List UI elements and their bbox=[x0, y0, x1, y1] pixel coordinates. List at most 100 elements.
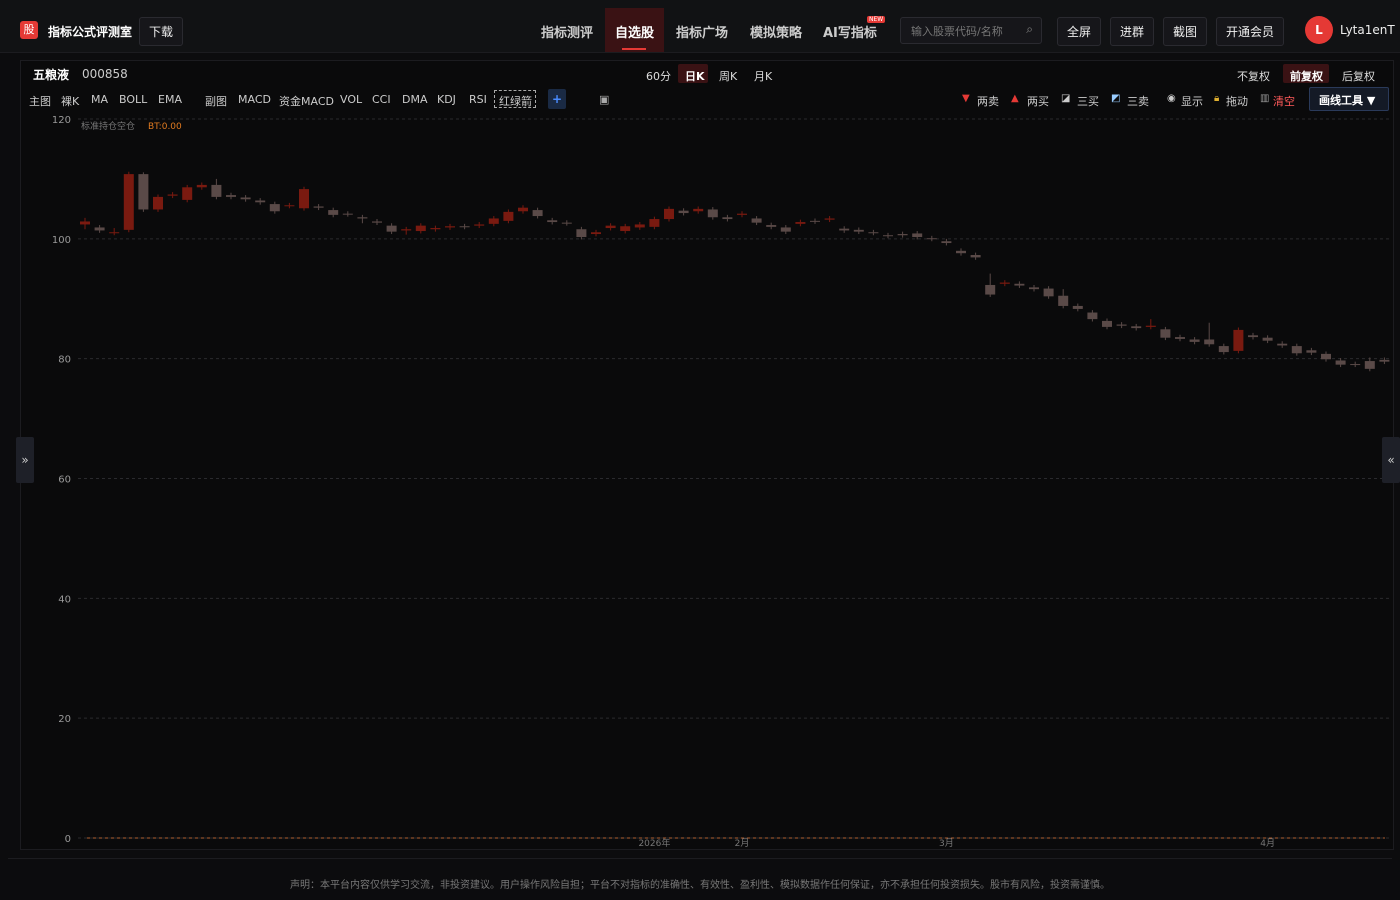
x-tick-label: 4月 bbox=[1260, 838, 1275, 848]
toolbar-item[interactable]: 清空 bbox=[1273, 95, 1295, 108]
toolbar-item[interactable]: VOL bbox=[340, 93, 363, 106]
adjust-active bbox=[1283, 64, 1329, 83]
candle-body bbox=[109, 232, 120, 234]
candle-body bbox=[1248, 335, 1258, 338]
candle-body bbox=[853, 229, 864, 232]
stock-name: 五粮液 bbox=[33, 68, 70, 82]
candle-body bbox=[1218, 346, 1229, 353]
candle-body bbox=[693, 208, 704, 212]
candle-body bbox=[182, 187, 193, 200]
legend: 标准持仓空仓 bbox=[81, 120, 135, 132]
toolbar-item[interactable]: 拖动 bbox=[1226, 95, 1248, 108]
candle-body bbox=[620, 226, 631, 232]
chart: 标准持仓空仓 BT:0.00 0 20 40 60 80 100 120 2026年 2月 3月 4… bbox=[52, 115, 1390, 848]
candle-body bbox=[240, 197, 251, 200]
toolbar-item[interactable]: RSI bbox=[469, 93, 487, 106]
left-toggle[interactable]: » bbox=[16, 437, 34, 483]
nav-item[interactable]: 指标广场 bbox=[676, 26, 729, 41]
toolbar-item[interactable]: MA bbox=[91, 93, 109, 106]
button[interactable]: 进群 bbox=[1110, 17, 1155, 46]
nav-active bbox=[605, 8, 664, 52]
x-tick-label: 2026年 bbox=[638, 837, 670, 848]
candle-body bbox=[94, 227, 105, 231]
candle-body bbox=[1379, 359, 1390, 362]
adjust[interactable]: 后复权 bbox=[1342, 70, 1375, 83]
candle-body bbox=[999, 282, 1010, 284]
candle-body bbox=[474, 224, 485, 226]
toolbar-item[interactable]: KDJ bbox=[437, 93, 456, 106]
adjust[interactable]: 不复权 bbox=[1237, 70, 1270, 83]
nav-item[interactable]: 指标测评 bbox=[541, 26, 594, 41]
x-tick-label: 3月 bbox=[939, 838, 954, 848]
toolbar-item[interactable]: 显示 bbox=[1181, 95, 1203, 108]
tool-icon: ▲ bbox=[1011, 93, 1019, 104]
candle-body bbox=[634, 224, 645, 228]
candle-body bbox=[722, 217, 733, 220]
candle-body bbox=[780, 227, 791, 232]
toolbar-item[interactable]: MACD bbox=[238, 93, 271, 106]
candle-body bbox=[707, 209, 718, 218]
search-icon: ⌕ bbox=[1026, 22, 1033, 36]
button[interactable]: 全屏 bbox=[1057, 17, 1102, 46]
avatar[interactable]: L bbox=[1305, 16, 1333, 44]
candle-body bbox=[883, 235, 893, 237]
toolbar-item[interactable]: DMA bbox=[402, 93, 428, 106]
candle-body bbox=[299, 189, 309, 209]
app-title[interactable]: 指标公式评测室 bbox=[48, 25, 133, 39]
candle-body bbox=[1175, 337, 1185, 339]
add-indicator[interactable]: + bbox=[548, 89, 566, 109]
candle-body bbox=[678, 210, 689, 214]
toolbar-item[interactable]: 主图 bbox=[29, 95, 51, 108]
candle-body bbox=[1321, 353, 1331, 360]
search-box[interactable]: 输入股票代码/名称 ⌕ bbox=[900, 17, 1042, 44]
candle-body bbox=[1072, 305, 1083, 309]
candle-body bbox=[459, 226, 470, 228]
logo[interactable]: 股 bbox=[20, 21, 38, 39]
adjust[interactable]: 前复权 bbox=[1290, 70, 1323, 83]
toolbar-item[interactable]: 红绿箭 bbox=[499, 95, 532, 108]
candle-body bbox=[810, 220, 820, 222]
candle-body bbox=[1145, 325, 1156, 327]
nav-item[interactable]: 模拟策略 bbox=[750, 26, 803, 41]
y-tick-label: 120 bbox=[52, 115, 71, 126]
candle-body bbox=[342, 213, 353, 215]
candle-body bbox=[1189, 339, 1200, 342]
toolbar-item[interactable]: 三买 bbox=[1077, 95, 1099, 108]
right-toggle[interactable]: « bbox=[1382, 437, 1400, 483]
period[interactable]: 月K bbox=[754, 70, 773, 83]
toolbar-item[interactable]: 裸K bbox=[61, 95, 80, 108]
period[interactable]: 60分 bbox=[646, 70, 671, 83]
candle-body bbox=[605, 225, 616, 229]
candle-body bbox=[1364, 361, 1375, 369]
draw-tools[interactable]: 画线工具 ▼ bbox=[1309, 87, 1389, 111]
candle-body bbox=[401, 229, 412, 231]
nav-underline bbox=[622, 48, 646, 50]
save-icon[interactable]: ▣ bbox=[599, 93, 610, 106]
toolbar-item[interactable]: 副图 bbox=[205, 95, 227, 108]
toolbar-item[interactable]: 三卖 bbox=[1127, 95, 1149, 108]
download-button[interactable]: 下载 bbox=[139, 17, 184, 46]
username[interactable]: Lyta1enT bbox=[1340, 23, 1395, 37]
candle-body bbox=[532, 210, 543, 217]
candle-body bbox=[941, 241, 952, 244]
toolbar-item[interactable]: BOLL bbox=[119, 93, 148, 106]
toolbar-item[interactable]: CCI bbox=[372, 93, 391, 106]
candle-body bbox=[138, 174, 149, 210]
toolbar-item[interactable]: 资金MACD bbox=[279, 95, 334, 108]
button[interactable]: 开通会员 bbox=[1216, 17, 1285, 46]
nav-item[interactable]: 自选股 bbox=[615, 26, 655, 41]
toolbar-item[interactable]: 两卖 bbox=[977, 95, 999, 108]
toolbar-item[interactable]: 两买 bbox=[1027, 95, 1049, 108]
active-outline bbox=[494, 90, 536, 108]
candle-body bbox=[1043, 288, 1054, 297]
nav-item[interactable]: AI写指标 bbox=[823, 26, 877, 41]
tool-icon: ▼ bbox=[962, 93, 970, 104]
period[interactable]: 日K bbox=[685, 70, 705, 83]
toolbar-item[interactable]: EMA bbox=[158, 93, 182, 106]
candle-body bbox=[445, 226, 455, 228]
candle-body bbox=[196, 184, 207, 188]
button[interactable]: 截图 bbox=[1163, 17, 1208, 46]
period[interactable]: 周K bbox=[719, 70, 738, 83]
candle-body bbox=[1204, 339, 1215, 345]
